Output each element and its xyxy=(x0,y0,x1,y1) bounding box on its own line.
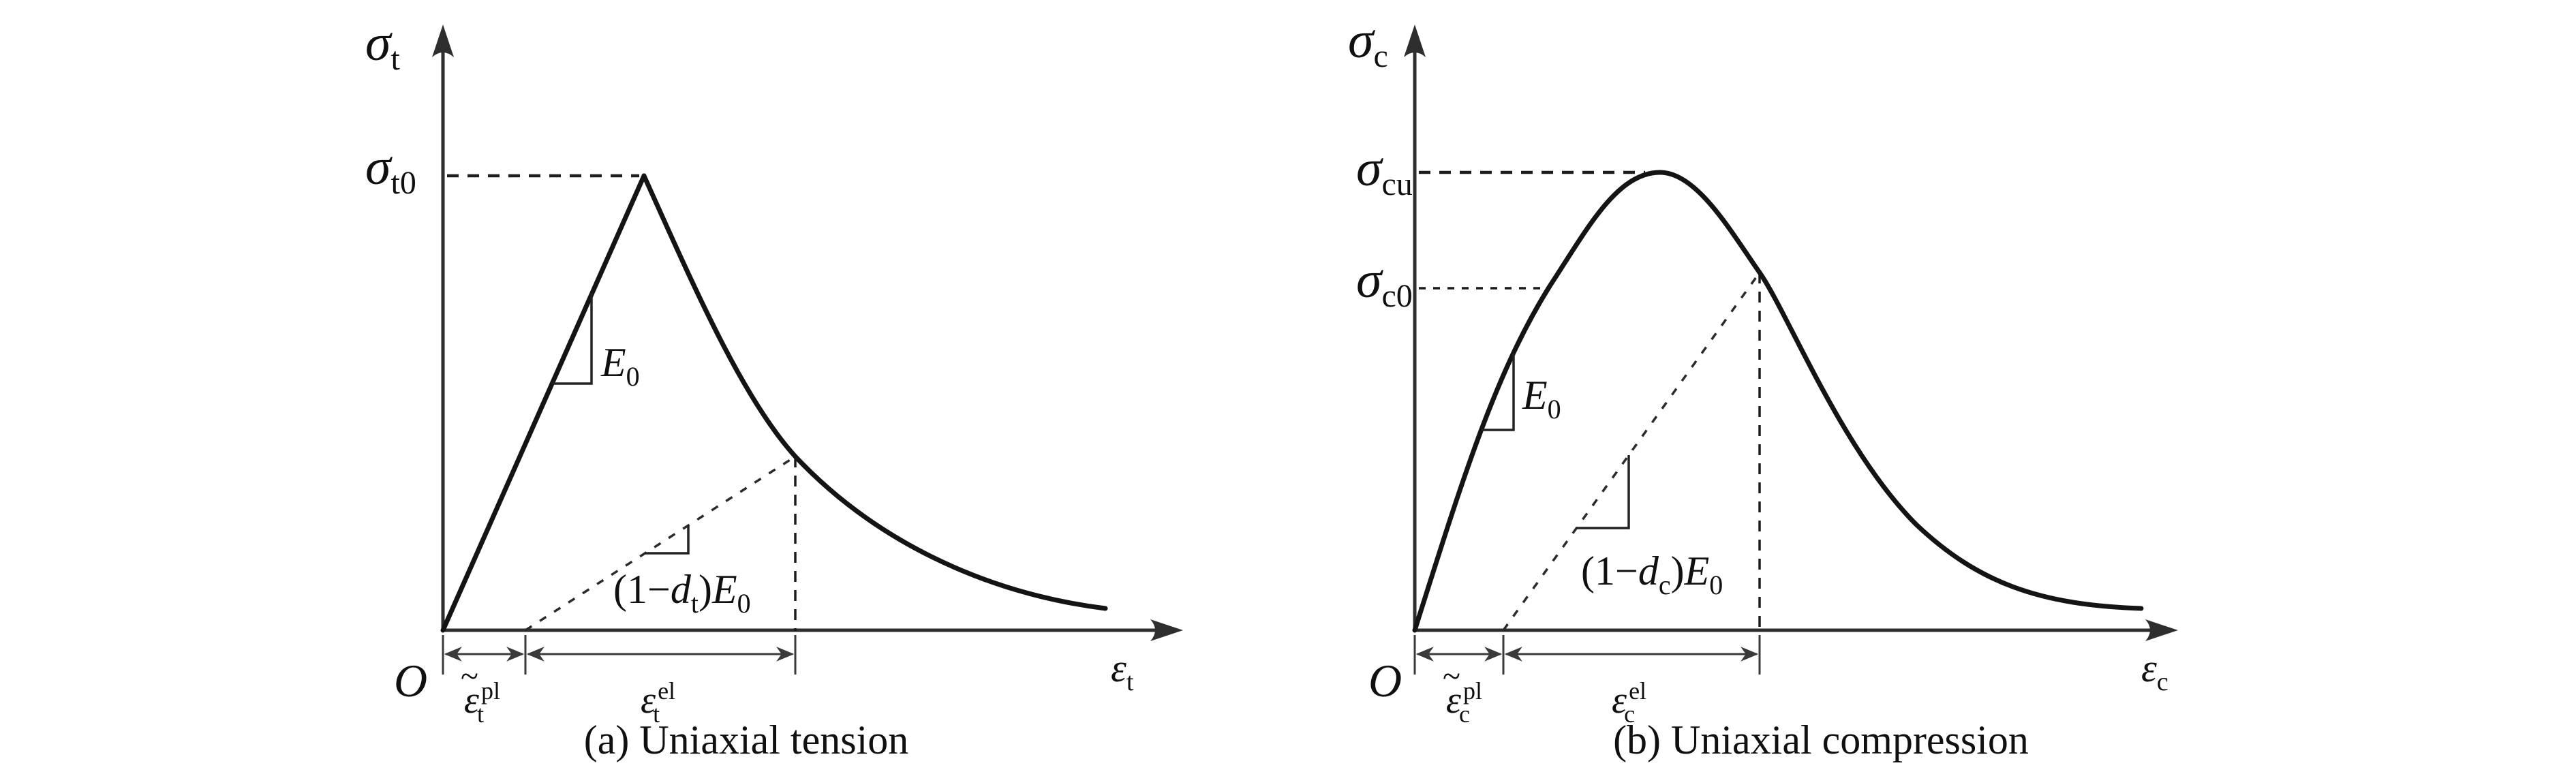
unloading-dashed-line xyxy=(525,455,796,632)
damaged-modulus-label: (1−dc)E0 xyxy=(1581,548,1723,600)
elastic-loading-line xyxy=(440,173,647,633)
elastic-modulus-slope-marker xyxy=(552,293,593,385)
panel-caption: (b) Uniaxial compression xyxy=(1613,717,2029,762)
panel-caption: (a) Uniaxial tension xyxy=(584,717,909,762)
elastic-modulus-label: E0 xyxy=(1522,373,1561,424)
softening-curve xyxy=(1657,170,2144,611)
elastic-loading-curve xyxy=(1412,170,1663,633)
y-axis-arrow-icon xyxy=(1404,25,1426,57)
damaged-modulus-slope-marker xyxy=(1576,455,1630,529)
y-axis-arrow-icon xyxy=(432,25,454,57)
plastic-strain-label: ε~ pl c xyxy=(1443,658,1482,728)
x-axis-label: εt xyxy=(1111,646,1134,696)
origin-label: O xyxy=(1368,655,1402,707)
y-axis-label: σc xyxy=(1348,12,1388,74)
damaged-modulus-label: (1−dt)E0 xyxy=(613,567,751,619)
elastic-strain-label: εel c xyxy=(1612,677,1646,728)
yield-stress-label: σc0 xyxy=(1356,251,1413,314)
x-axis-label: εc xyxy=(2141,646,2168,696)
damaged-modulus-slope-marker xyxy=(645,525,690,555)
compression-panel: σc σcu σc0 E0 (1−dc)E0 O ε~ pl c εel c εc (… xyxy=(1348,12,2178,762)
peak-stress-label: σt0 xyxy=(365,138,416,201)
softening-curve xyxy=(641,173,1108,611)
elastic-modulus-label: E0 xyxy=(600,340,640,392)
origin-label: O xyxy=(394,655,427,707)
y-axis-label: σt xyxy=(365,14,400,77)
unloading-dashed-line xyxy=(1502,271,1761,632)
x-axis-arrow-icon xyxy=(2145,619,2178,641)
x-axis-arrow-icon xyxy=(1150,619,1183,641)
peak-stress-label: σcu xyxy=(1356,140,1413,202)
plastic-strain-label: ε~ pl t xyxy=(461,658,500,728)
elastic-modulus-slope-marker xyxy=(1482,354,1515,431)
elastic-strain-label: εel t xyxy=(641,677,675,728)
tension-panel: σt σt0 E0 (1−dt)E0 O ε~ pl t εel t εt (a) U… xyxy=(365,14,1183,762)
